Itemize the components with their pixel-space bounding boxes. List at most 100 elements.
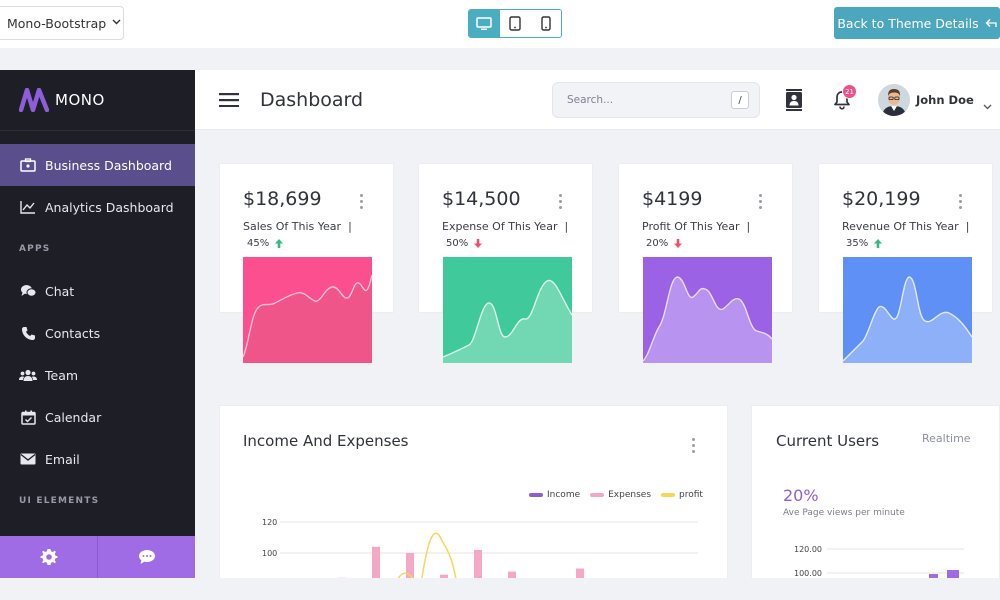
user-name[interactable]: John Doe xyxy=(916,93,974,107)
arrow-up-icon xyxy=(275,239,284,248)
hamburger-icon xyxy=(219,93,239,108)
notifications-button[interactable]: 21 xyxy=(833,84,857,114)
brand[interactable]: MONO xyxy=(0,70,195,131)
sidebar-item-label: Analytics Dashboard xyxy=(45,199,174,215)
gear-icon xyxy=(40,549,57,565)
avatar[interactable] xyxy=(878,84,910,116)
sales-sparkline xyxy=(243,257,372,363)
income-expenses-chart: 120 100 xyxy=(262,518,698,579)
expense-bar xyxy=(508,571,516,579)
search-shortcut-key: / xyxy=(731,91,749,109)
messages-button[interactable] xyxy=(97,536,195,578)
menu-toggle-button[interactable] xyxy=(219,92,239,111)
tablet-view-button[interactable] xyxy=(499,10,531,37)
theme-selector-label: Mono-Bootstrap xyxy=(7,15,107,31)
mobile-icon xyxy=(540,16,551,31)
users-percent: 20% xyxy=(783,486,819,505)
current-users-chart: 120.00 100.00 xyxy=(794,545,964,579)
expense-sparkline xyxy=(443,257,572,363)
stat-label: Profit Of This Year | xyxy=(642,220,751,233)
more-options-icon[interactable] xyxy=(559,194,562,209)
back-to-theme-button[interactable]: Back to Theme Details xyxy=(834,7,1000,39)
y-tick-100: 100.00 xyxy=(794,569,822,578)
tablet-icon xyxy=(509,16,521,31)
stat-label: Revenue Of This Year | xyxy=(842,220,970,233)
income-expenses-card: Income And Expenses Income Expenses prof… xyxy=(219,405,728,579)
more-options-icon[interactable] xyxy=(959,194,962,209)
revenue-sparkline xyxy=(843,257,972,363)
profit-sparkline xyxy=(643,257,772,363)
sidebar-item-label: Calendar xyxy=(45,409,102,425)
stat-percent: 35% xyxy=(846,238,883,249)
section-label-ui-elements: UI ELEMENTS xyxy=(19,496,100,506)
sidebar: MONO Business Dashboard Analytics Dashbo… xyxy=(0,70,195,578)
stat-label: Sales Of This Year | xyxy=(243,220,352,233)
back-to-theme-label: Back to Theme Details xyxy=(837,15,979,31)
sidebar-item-calendar[interactable]: Calendar xyxy=(0,396,195,438)
sidebar-item-label: Email xyxy=(45,451,80,467)
sidebar-item-label: Chat xyxy=(45,283,75,299)
page-title: Dashboard xyxy=(260,89,364,111)
stat-percent: 45% xyxy=(247,238,284,249)
stat-label: Expense Of This Year | xyxy=(442,220,569,233)
more-options-icon[interactable] xyxy=(360,194,363,209)
sidebar-footer xyxy=(0,536,195,578)
users-bar xyxy=(947,570,959,579)
sidebar-item-team[interactable]: Team xyxy=(0,354,195,396)
team-icon xyxy=(19,366,37,384)
email-icon xyxy=(19,450,37,468)
realtime-link[interactable]: Realtime xyxy=(922,432,971,445)
expense-bar xyxy=(576,568,584,579)
income-card-title: Income And Expenses xyxy=(243,432,409,450)
sidebar-item-email[interactable]: Email xyxy=(0,438,195,480)
legend-income[interactable]: Income xyxy=(529,490,580,500)
arrow-up-icon xyxy=(874,239,883,248)
search-input[interactable] xyxy=(567,92,717,108)
more-options-icon[interactable] xyxy=(759,194,762,209)
desktop-icon xyxy=(476,16,493,30)
contact-book-icon xyxy=(786,89,802,111)
calendar-icon xyxy=(19,408,37,426)
expense-bar xyxy=(406,553,414,579)
expense-bar xyxy=(372,546,380,579)
mobile-view-button[interactable] xyxy=(530,10,561,37)
demo-topbar: Mono-Bootstrap Back to Theme Details xyxy=(0,0,1000,48)
chevron-down-icon xyxy=(112,18,121,28)
user-photo-icon xyxy=(878,84,910,116)
mono-logo-icon xyxy=(19,88,49,112)
theme-selector[interactable]: Mono-Bootstrap xyxy=(0,6,124,40)
stat-value: $20,199 xyxy=(842,188,921,210)
y-tick-120: 120.00 xyxy=(794,545,822,554)
brand-name: MONO xyxy=(55,91,105,109)
arrow-down-icon xyxy=(674,239,683,248)
search-box: / xyxy=(552,82,760,118)
section-label-apps: APPS xyxy=(19,244,51,254)
y-tick-100: 100 xyxy=(262,549,277,558)
chat-icon xyxy=(19,282,37,300)
profit-line xyxy=(397,532,457,579)
sidebar-item-contacts[interactable]: Contacts xyxy=(0,312,195,354)
current-users-card: Current Users Realtime 20% Ave Page view… xyxy=(751,405,1000,579)
stat-percent: 50% xyxy=(446,238,483,249)
contacts-button[interactable] xyxy=(785,89,803,115)
expense-bars xyxy=(338,546,584,579)
stat-value: $18,699 xyxy=(243,188,322,210)
arrow-down-icon xyxy=(474,239,483,248)
desktop-view-button[interactable] xyxy=(469,10,500,37)
return-arrow-icon xyxy=(985,19,997,27)
legend-expenses[interactable]: Expenses xyxy=(590,490,651,500)
sidebar-item-label: Business Dashboard xyxy=(45,157,172,173)
notification-badge: 21 xyxy=(842,84,857,99)
more-options-icon[interactable] xyxy=(692,438,695,453)
phone-icon xyxy=(19,324,37,342)
chevron-down-icon[interactable] xyxy=(983,95,992,114)
sidebar-item-label: Team xyxy=(45,367,79,383)
sidebar-item-analytics-dashboard[interactable]: Analytics Dashboard xyxy=(0,186,195,228)
legend-profit[interactable]: profit xyxy=(661,490,703,500)
sidebar-item-business-dashboard[interactable]: Business Dashboard xyxy=(0,144,195,186)
page-bottom xyxy=(0,578,1000,600)
users-subtitle: Ave Page views per minute xyxy=(783,508,905,518)
sidebar-item-chat[interactable]: Chat xyxy=(0,270,195,312)
settings-button[interactable] xyxy=(0,536,97,578)
expense-bar xyxy=(440,574,448,579)
